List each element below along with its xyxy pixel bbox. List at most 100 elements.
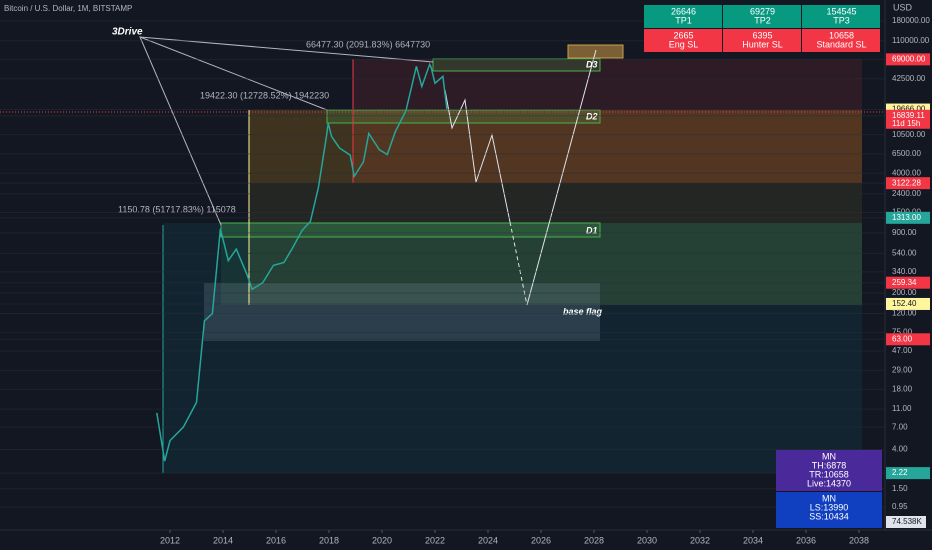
projection [444, 89, 511, 223]
table-cell [723, 29, 801, 52]
price-label: 19666.00 [892, 105, 926, 114]
price-label: 16839.11 [892, 111, 925, 120]
price-label: 2400.00 [892, 189, 921, 198]
price-tag-bg [886, 297, 930, 310]
price-tag-bg [886, 467, 930, 480]
year-label: 2036 [796, 535, 816, 545]
cell-label: Standard SL [816, 39, 866, 49]
cell-label: Eng SL [669, 39, 699, 49]
measure-label: 19422.30 (12728.52%) 1942230 [200, 90, 329, 100]
symbol: Bitcoin / U.S. Dollar, 1M, BITSTAMP [4, 4, 132, 13]
price-label: 1313.00 [892, 213, 921, 222]
price-tag-bg [886, 211, 930, 224]
price-label: 7.00 [892, 422, 908, 431]
price-label: 4000.00 [892, 168, 921, 177]
price-label: 18.00 [892, 385, 913, 394]
label: D1 [586, 225, 598, 235]
cell-label: TP1 [675, 15, 692, 25]
price-tag-bg [886, 177, 930, 190]
label: base flag [563, 306, 603, 316]
price-label: 11.00 [892, 404, 912, 413]
table-cell [802, 5, 880, 28]
volume-tag: 74.538K [892, 517, 922, 526]
label: D2 [586, 111, 598, 121]
info-line: TH:6878 [812, 460, 847, 470]
year-label: 2020 [372, 535, 392, 545]
info-line: SS:10434 [809, 511, 849, 521]
year-label: 2024 [478, 535, 498, 545]
zone [353, 59, 862, 183]
price-label: 540.00 [892, 248, 917, 257]
cell-label: TP3 [833, 15, 850, 25]
year-label: 2012 [160, 535, 180, 545]
projection [526, 49, 597, 306]
info-line: TR:10658 [809, 469, 849, 479]
price-tag-bg [886, 276, 930, 289]
price-label: 42500.00 [892, 74, 926, 83]
measure-label: 1150.78 (51717.83%) 115078 [118, 204, 236, 214]
projection [509, 221, 528, 306]
currency: USD [893, 2, 913, 12]
info-line: Live:14370 [807, 478, 851, 488]
d-box [432, 58, 601, 72]
cell-value: 154545 [826, 6, 856, 16]
year-label: 2032 [690, 535, 710, 545]
table-cell [723, 5, 801, 28]
price-label: 47.00 [892, 346, 913, 355]
label: 3Drive [112, 27, 143, 38]
year-label: 2028 [584, 535, 604, 545]
info-box [776, 492, 882, 528]
cell-value: 69279 [750, 6, 775, 16]
price-label: 152.40 [892, 299, 917, 308]
price-label: 4.00 [892, 445, 908, 454]
countdown: 11d 15h [892, 119, 920, 128]
price-label: 110000.00 [892, 36, 930, 45]
price-label: 63.00 [892, 334, 913, 343]
price-label: 200.00 [892, 288, 917, 297]
volume-tag-bg [886, 516, 926, 528]
cell-value: 10658 [829, 30, 854, 40]
table-cell [644, 29, 722, 52]
info-box [776, 450, 882, 491]
price-line [156, 62, 448, 462]
price-label: 10500.00 [892, 130, 926, 139]
price-label: 180000.00 [892, 16, 930, 25]
info-line: LS:13990 [810, 502, 849, 512]
cell-value: 26646 [671, 6, 696, 16]
cell-label: TP2 [754, 15, 771, 25]
price-label: 29.00 [892, 365, 913, 374]
year-label: 2016 [266, 535, 286, 545]
price-tag-bg [886, 109, 930, 129]
price-label: 1.50 [892, 484, 908, 493]
zone [249, 110, 862, 305]
price-label: 69000.00 [892, 54, 926, 63]
d-box [326, 109, 601, 124]
info-line: MN [822, 493, 836, 503]
price-label: 6500.00 [892, 149, 921, 158]
zone [163, 223, 862, 473]
price-tag-bg [886, 53, 930, 66]
year-label: 2022 [425, 535, 445, 545]
price-tag-bg [886, 333, 930, 346]
price-label: 2.22 [892, 468, 908, 477]
year-label: 2018 [319, 535, 339, 545]
price-label: 259.34 [892, 278, 917, 287]
price-label: 0.95 [892, 502, 908, 511]
price-label: 120.00 [892, 309, 917, 318]
cell-label: Hunter SL [742, 39, 783, 49]
price-label: 900.00 [892, 228, 917, 237]
price-label: 3122.28 [892, 178, 921, 187]
d-box [220, 222, 601, 238]
price-label: 75.00 [892, 327, 913, 336]
year-label: 2038 [849, 535, 869, 545]
year-label: 2014 [213, 535, 233, 545]
cell-value: 2665 [673, 30, 693, 40]
price-label: 340.00 [892, 267, 917, 276]
measure-label: 66477.30 (2091.83%) 6647730 [306, 39, 430, 49]
year-label: 2034 [743, 535, 763, 545]
table-cell [644, 5, 722, 28]
cell-value: 6395 [752, 30, 772, 40]
table-cell [802, 29, 880, 52]
label: D3 [586, 59, 598, 69]
